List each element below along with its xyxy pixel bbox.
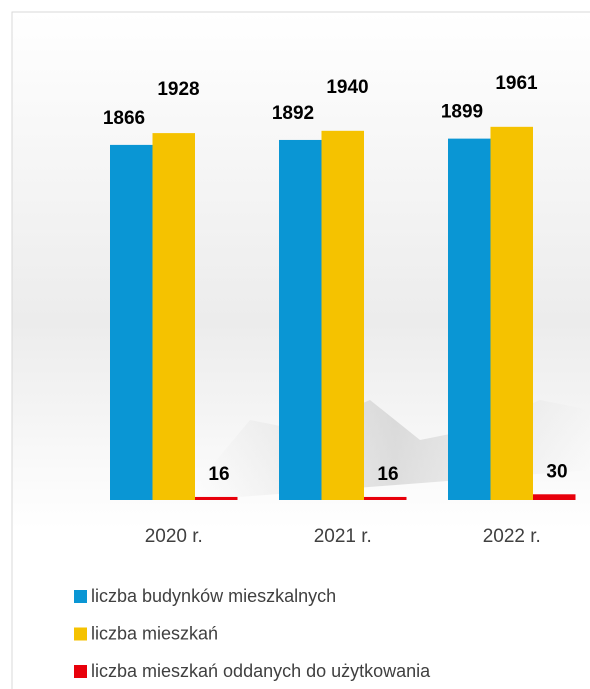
legend-swatch [74,627,87,641]
data-label: 1928 [157,79,199,100]
data-label: 1866 [103,108,145,129]
legend-swatch [74,665,87,678]
bar [490,126,533,500]
data-label: 1961 [495,73,538,94]
data-label: 30 [546,461,567,482]
data-label: 16 [208,464,229,485]
legend-label: liczba budynków mieszkalnych [91,586,336,606]
bar [533,494,576,500]
bar [321,130,364,500]
x-tick-label: 2021 r. [314,526,372,547]
data-label: 1899 [441,102,483,123]
bar [195,496,238,500]
x-tick-label: 2020 r. [145,526,203,547]
data-label: 16 [377,464,398,485]
bar [448,138,491,500]
legend-label: liczba mieszkań [91,623,218,643]
legend-label: liczba mieszkań oddanych do użytkowania [91,661,431,681]
bar [279,139,322,500]
bar [110,144,153,500]
data-label: 1940 [326,77,368,98]
bar [152,133,195,500]
legend-swatch [74,590,87,603]
x-tick-label: 2022 r. [483,526,541,547]
bar [364,496,407,500]
data-label: 1892 [272,103,314,124]
